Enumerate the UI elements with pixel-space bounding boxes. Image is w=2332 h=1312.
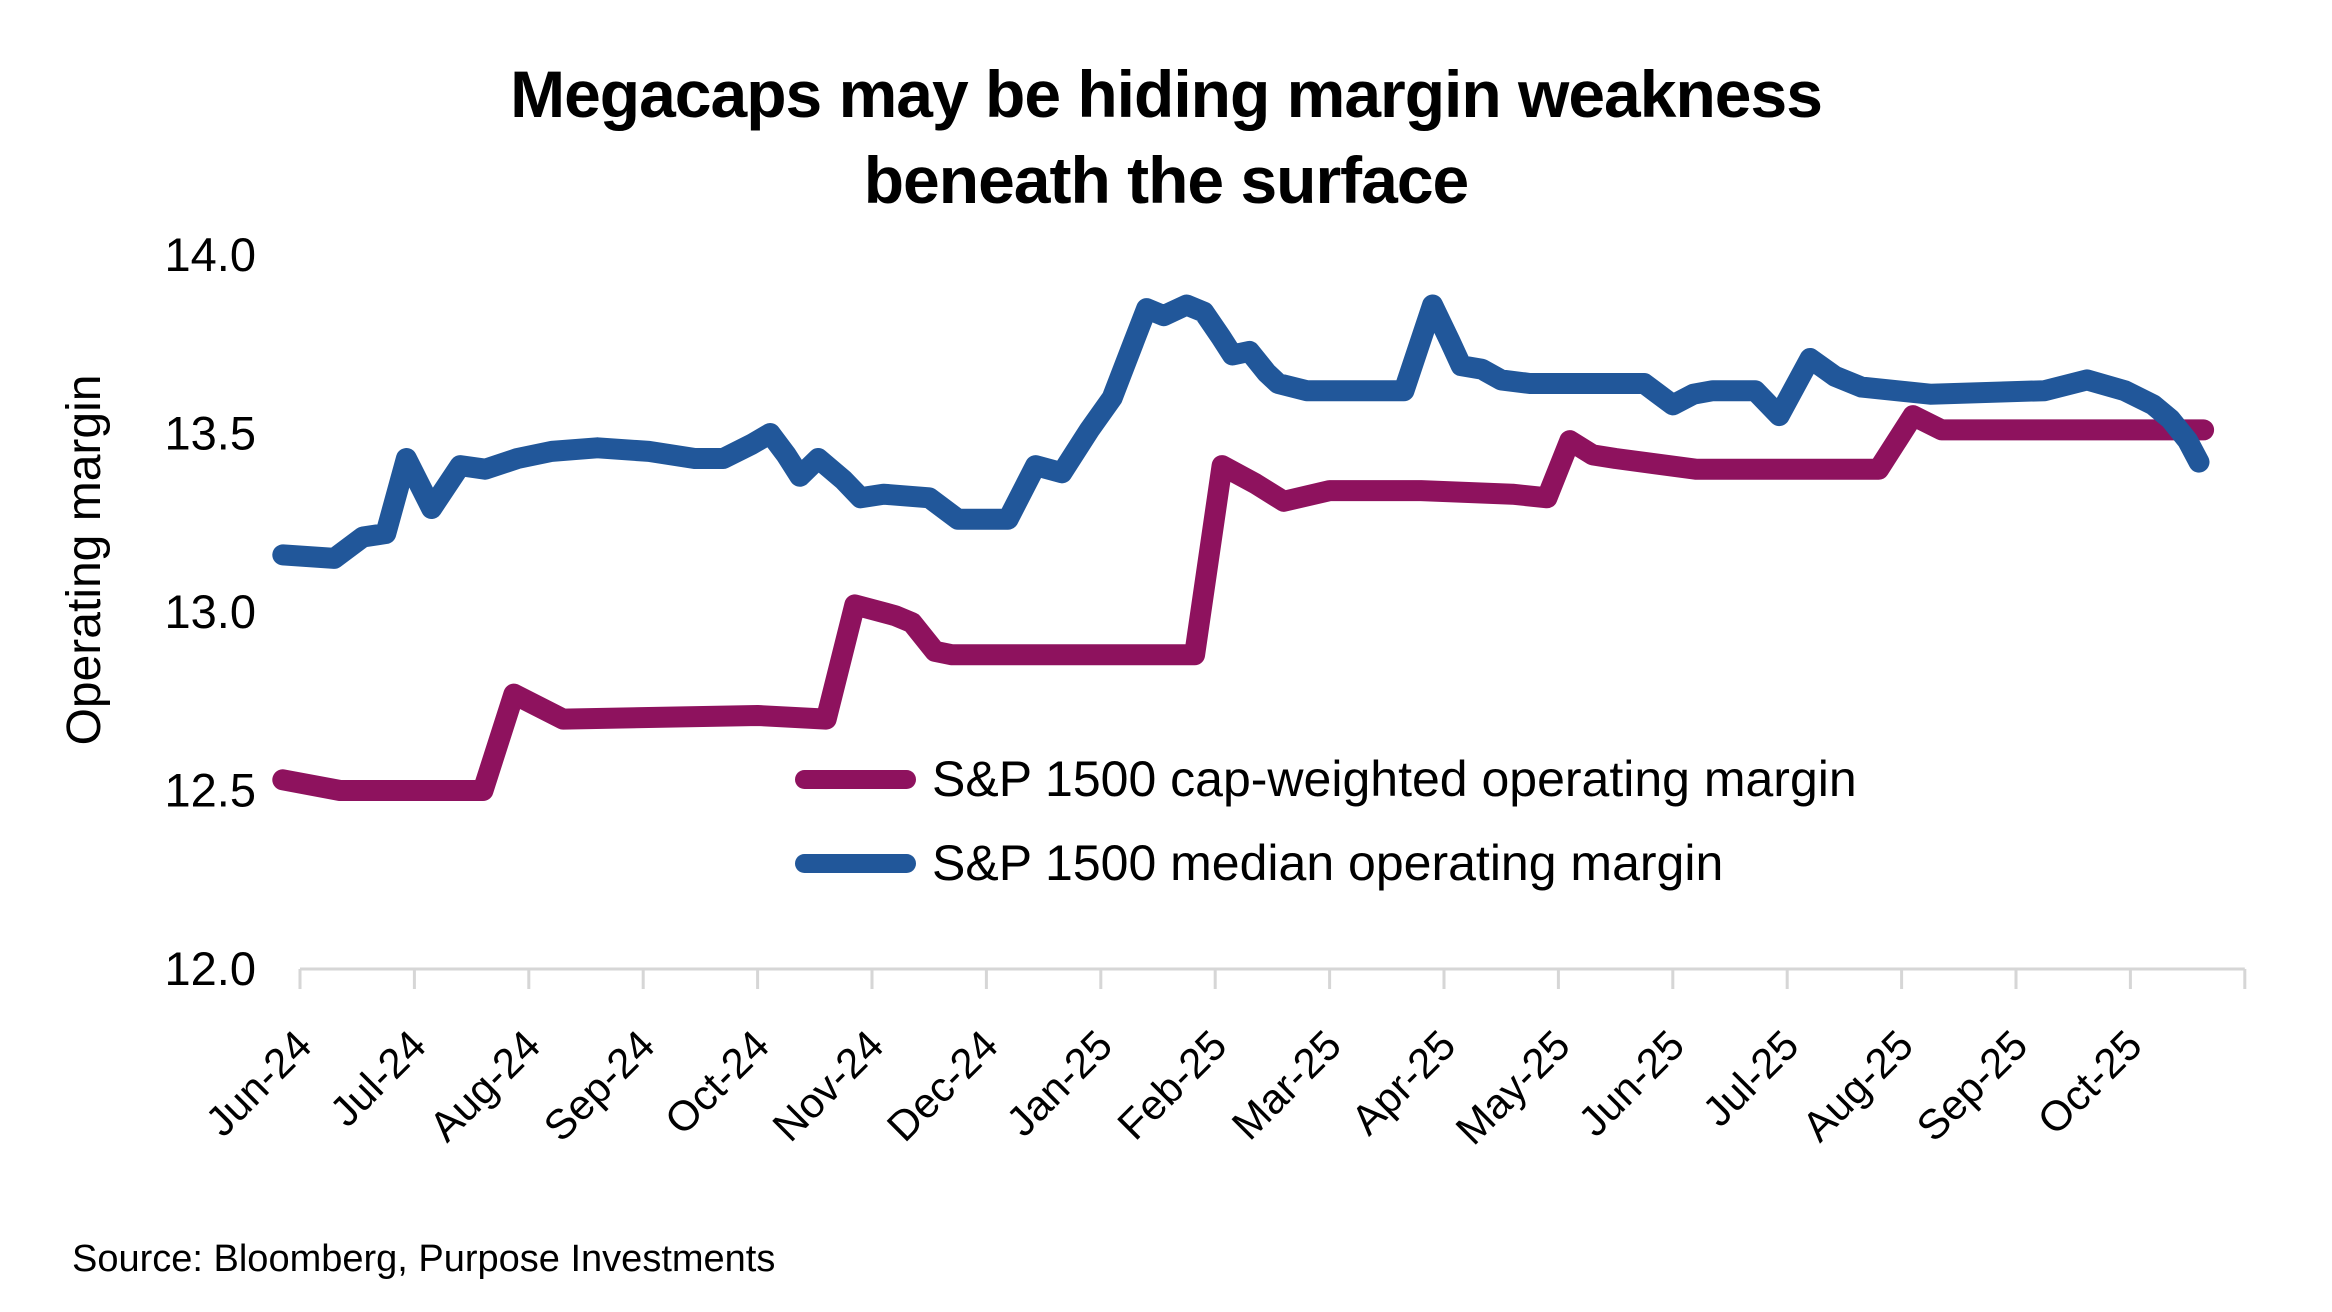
x-tick-label: May-25 [1446,1021,1578,1153]
median-line-swatch [795,853,916,873]
y-tick-label: 12.5 [165,764,256,817]
series-line-cap-weighted [272,405,2215,801]
x-tick-label: Jun-24 [196,1021,320,1145]
y-tick-label: 14.0 [165,228,256,281]
x-tick-label: Jul-24 [321,1021,435,1135]
legend: S&P 1500 cap-weighted operating margin S… [795,750,1857,892]
x-tick-label: Sep-25 [1907,1021,2036,1150]
y-tick-label: 12.0 [165,942,256,995]
y-tick-label: 13.5 [165,407,256,460]
title-wrap: Megacaps may be hiding margin weakness b… [0,52,2332,224]
legend-item-cap-weighted: S&P 1500 cap-weighted operating margin [795,750,1857,808]
series-line-median [272,294,2210,569]
x-tick-label: Oct-25 [2028,1021,2150,1143]
legend-label-cap-weighted: S&P 1500 cap-weighted operating margin [932,751,1857,807]
x-tick-label: Sep-24 [535,1021,664,1150]
x-tick-label: Aug-24 [420,1021,549,1150]
chart-title: Megacaps may be hiding margin weakness b… [510,57,1823,217]
source-note: Source: Bloomberg, Purpose Investments [72,1238,776,1280]
x-tick-label: Jun-25 [1569,1021,1693,1145]
cap-weighted-line-swatch [795,769,916,789]
y-axis-title: Operating margin [58,375,111,746]
x-tick-label: Nov-24 [763,1021,892,1150]
x-tick-label: Feb-25 [1108,1021,1235,1148]
x-tick-label: Aug-25 [1793,1021,1922,1150]
legend-label-median: S&P 1500 median operating margin [932,835,1724,891]
x-tick-label: Jan-25 [997,1021,1121,1145]
x-tick-label: Mar-25 [1223,1021,1350,1148]
x-tick-label: Jul-25 [1693,1021,1807,1135]
x-tick-label: Dec-24 [878,1021,1007,1150]
x-tick-label: Oct-24 [656,1021,778,1143]
y-tick-label: 13.0 [165,585,256,638]
x-tick-label: Apr-25 [1342,1021,1464,1143]
legend-item-median: S&P 1500 median operating margin [795,834,1857,892]
